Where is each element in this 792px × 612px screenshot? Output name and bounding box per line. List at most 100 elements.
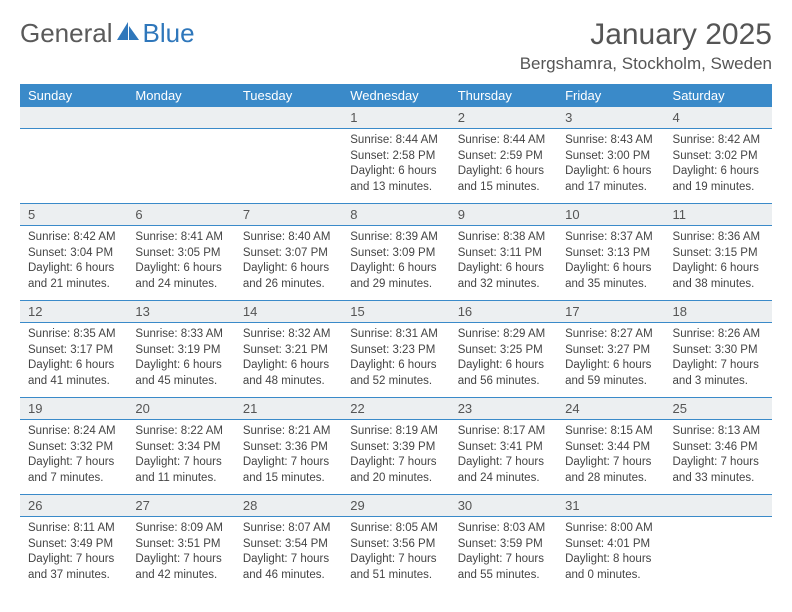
sunrise-text: Sunrise: 8:41 AM xyxy=(135,230,228,246)
sunrise-text: Sunrise: 8:07 AM xyxy=(243,521,336,537)
calendar-body: 1234 Sunrise: 8:44 AMSunset: 2:58 PMDayl… xyxy=(20,107,772,591)
day-number-cell: 8 xyxy=(342,204,449,225)
daynum-row: 19202122232425 xyxy=(20,398,772,420)
daylight-text-1: Daylight: 6 hours xyxy=(243,261,336,277)
day-number-cell: 11 xyxy=(665,204,772,225)
daylight-text-2: and 7 minutes. xyxy=(28,471,121,487)
daynum-row: 12131415161718 xyxy=(20,301,772,323)
weekday-label: Saturday xyxy=(665,84,772,107)
sunrise-text: Sunrise: 8:29 AM xyxy=(458,327,551,343)
day-detail-cell: Sunrise: 8:42 AMSunset: 3:04 PMDaylight:… xyxy=(20,226,127,300)
weekday-label: Sunday xyxy=(20,84,127,107)
sunset-text: Sunset: 3:09 PM xyxy=(350,246,443,262)
day-number-cell: 24 xyxy=(557,398,664,419)
day-detail-cell: Sunrise: 8:37 AMSunset: 3:13 PMDaylight:… xyxy=(557,226,664,300)
detail-row: Sunrise: 8:11 AMSunset: 3:49 PMDaylight:… xyxy=(20,517,772,591)
day-detail-cell: Sunrise: 8:44 AMSunset: 2:58 PMDaylight:… xyxy=(342,129,449,203)
daylight-text-2: and 48 minutes. xyxy=(243,374,336,390)
daylight-text-1: Daylight: 6 hours xyxy=(673,261,766,277)
daylight-text-1: Daylight: 7 hours xyxy=(135,455,228,471)
daylight-text-1: Daylight: 6 hours xyxy=(565,358,658,374)
daylight-text-2: and 35 minutes. xyxy=(565,277,658,293)
weekday-label: Thursday xyxy=(450,84,557,107)
day-detail-cell: Sunrise: 8:17 AMSunset: 3:41 PMDaylight:… xyxy=(450,420,557,494)
day-detail-cell: Sunrise: 8:09 AMSunset: 3:51 PMDaylight:… xyxy=(127,517,234,591)
sunrise-text: Sunrise: 8:44 AM xyxy=(458,133,551,149)
sunset-text: Sunset: 3:59 PM xyxy=(458,537,551,553)
day-detail-cell: Sunrise: 8:26 AMSunset: 3:30 PMDaylight:… xyxy=(665,323,772,397)
logo-text-general: General xyxy=(20,18,113,49)
day-number-cell: 28 xyxy=(235,495,342,516)
daylight-text-2: and 11 minutes. xyxy=(135,471,228,487)
daylight-text-2: and 15 minutes. xyxy=(243,471,336,487)
sunset-text: Sunset: 3:15 PM xyxy=(673,246,766,262)
calendar-page: General Blue January 2025 Bergshamra, St… xyxy=(0,0,792,601)
sunset-text: Sunset: 3:04 PM xyxy=(28,246,121,262)
logo: General Blue xyxy=(20,18,195,49)
day-number-cell: 7 xyxy=(235,204,342,225)
day-detail-cell: Sunrise: 8:07 AMSunset: 3:54 PMDaylight:… xyxy=(235,517,342,591)
daylight-text-2: and 19 minutes. xyxy=(673,180,766,196)
day-detail-cell: Sunrise: 8:03 AMSunset: 3:59 PMDaylight:… xyxy=(450,517,557,591)
day-number-cell: 25 xyxy=(665,398,772,419)
sunrise-text: Sunrise: 8:36 AM xyxy=(673,230,766,246)
sunset-text: Sunset: 3:56 PM xyxy=(350,537,443,553)
day-number-cell: 22 xyxy=(342,398,449,419)
day-detail-cell xyxy=(665,517,772,591)
sunrise-text: Sunrise: 8:26 AM xyxy=(673,327,766,343)
day-detail-cell: Sunrise: 8:39 AMSunset: 3:09 PMDaylight:… xyxy=(342,226,449,300)
daylight-text-2: and 52 minutes. xyxy=(350,374,443,390)
sunset-text: Sunset: 3:30 PM xyxy=(673,343,766,359)
sunrise-text: Sunrise: 8:15 AM xyxy=(565,424,658,440)
sunrise-text: Sunrise: 8:24 AM xyxy=(28,424,121,440)
daylight-text-1: Daylight: 7 hours xyxy=(243,552,336,568)
daylight-text-2: and 51 minutes. xyxy=(350,568,443,584)
day-detail-cell: Sunrise: 8:31 AMSunset: 3:23 PMDaylight:… xyxy=(342,323,449,397)
daylight-text-1: Daylight: 6 hours xyxy=(135,261,228,277)
sunset-text: Sunset: 3:36 PM xyxy=(243,440,336,456)
day-detail-cell: Sunrise: 8:36 AMSunset: 3:15 PMDaylight:… xyxy=(665,226,772,300)
day-detail-cell: Sunrise: 8:27 AMSunset: 3:27 PMDaylight:… xyxy=(557,323,664,397)
day-detail-cell xyxy=(127,129,234,203)
daylight-text-1: Daylight: 7 hours xyxy=(350,552,443,568)
daylight-text-1: Daylight: 8 hours xyxy=(565,552,658,568)
day-number-cell: 18 xyxy=(665,301,772,322)
day-detail-cell: Sunrise: 8:11 AMSunset: 3:49 PMDaylight:… xyxy=(20,517,127,591)
sunrise-text: Sunrise: 8:33 AM xyxy=(135,327,228,343)
day-number-cell: 10 xyxy=(557,204,664,225)
detail-row: Sunrise: 8:42 AMSunset: 3:04 PMDaylight:… xyxy=(20,226,772,301)
sunset-text: Sunset: 3:02 PM xyxy=(673,149,766,165)
daynum-row: 262728293031 xyxy=(20,495,772,517)
daylight-text-2: and 56 minutes. xyxy=(458,374,551,390)
day-number-cell xyxy=(235,107,342,128)
sunset-text: Sunset: 3:34 PM xyxy=(135,440,228,456)
day-number-cell: 23 xyxy=(450,398,557,419)
daylight-text-2: and 41 minutes. xyxy=(28,374,121,390)
day-detail-cell: Sunrise: 8:33 AMSunset: 3:19 PMDaylight:… xyxy=(127,323,234,397)
day-number-cell: 6 xyxy=(127,204,234,225)
daylight-text-1: Daylight: 6 hours xyxy=(565,261,658,277)
sunrise-text: Sunrise: 8:44 AM xyxy=(350,133,443,149)
daylight-text-2: and 46 minutes. xyxy=(243,568,336,584)
sunrise-text: Sunrise: 8:31 AM xyxy=(350,327,443,343)
daylight-text-1: Daylight: 6 hours xyxy=(135,358,228,374)
title-block: January 2025 Bergshamra, Stockholm, Swed… xyxy=(520,18,772,74)
day-number-cell xyxy=(127,107,234,128)
detail-row: Sunrise: 8:24 AMSunset: 3:32 PMDaylight:… xyxy=(20,420,772,495)
calendar-grid: SundayMondayTuesdayWednesdayThursdayFrid… xyxy=(20,84,772,591)
sunrise-text: Sunrise: 8:35 AM xyxy=(28,327,121,343)
daylight-text-2: and 37 minutes. xyxy=(28,568,121,584)
day-number-cell: 27 xyxy=(127,495,234,516)
daylight-text-2: and 24 minutes. xyxy=(458,471,551,487)
day-number-cell: 14 xyxy=(235,301,342,322)
daylight-text-2: and 28 minutes. xyxy=(565,471,658,487)
day-detail-cell: Sunrise: 8:40 AMSunset: 3:07 PMDaylight:… xyxy=(235,226,342,300)
day-detail-cell: Sunrise: 8:24 AMSunset: 3:32 PMDaylight:… xyxy=(20,420,127,494)
day-number-cell xyxy=(665,495,772,516)
day-number-cell: 12 xyxy=(20,301,127,322)
sunrise-text: Sunrise: 8:00 AM xyxy=(565,521,658,537)
day-number-cell: 2 xyxy=(450,107,557,128)
daylight-text-2: and 38 minutes. xyxy=(673,277,766,293)
daylight-text-1: Daylight: 7 hours xyxy=(28,552,121,568)
daylight-text-2: and 13 minutes. xyxy=(350,180,443,196)
